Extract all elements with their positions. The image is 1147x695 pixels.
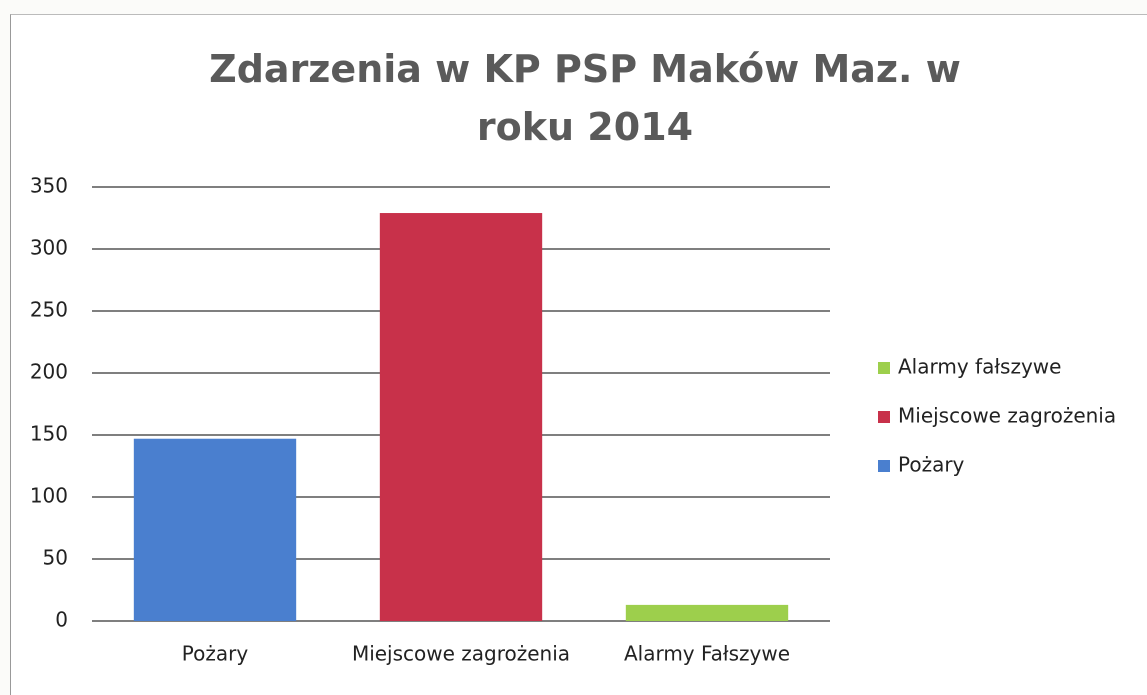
x-tick-label: Miejscowe zagrożenia <box>352 642 570 666</box>
legend-swatch <box>878 411 890 423</box>
y-tick-label: 100 <box>30 484 68 508</box>
chart-title: Zdarzenia w KP PSP Maków Maz. w roku 201… <box>209 47 961 149</box>
y-tick-label: 0 <box>55 608 68 632</box>
y-tick-label: 50 <box>43 546 68 570</box>
chart: 0 50 100 150 200 250 300 350 Pożary Miejscowe zag… <box>30 174 1116 666</box>
y-tick-label: 350 <box>30 174 68 198</box>
legend-swatch <box>878 362 890 374</box>
bar <box>625 604 789 621</box>
legend-label: Pożary <box>898 453 965 477</box>
y-tick-label: 250 <box>30 298 68 322</box>
y-tick-label: 300 <box>30 236 68 260</box>
bar <box>379 213 543 622</box>
x-tick-label: Pożary <box>182 642 249 666</box>
legend-label: Alarmy fałszywe <box>898 355 1061 379</box>
y-tick-label: 200 <box>30 360 68 384</box>
legend-label: Miejscowe zagrożenia <box>898 404 1116 428</box>
legend-swatch <box>878 460 890 472</box>
x-tick-label: Alarmy Fałszywe <box>624 642 790 666</box>
bar <box>133 438 297 621</box>
y-tick-label: 150 <box>30 422 68 446</box>
